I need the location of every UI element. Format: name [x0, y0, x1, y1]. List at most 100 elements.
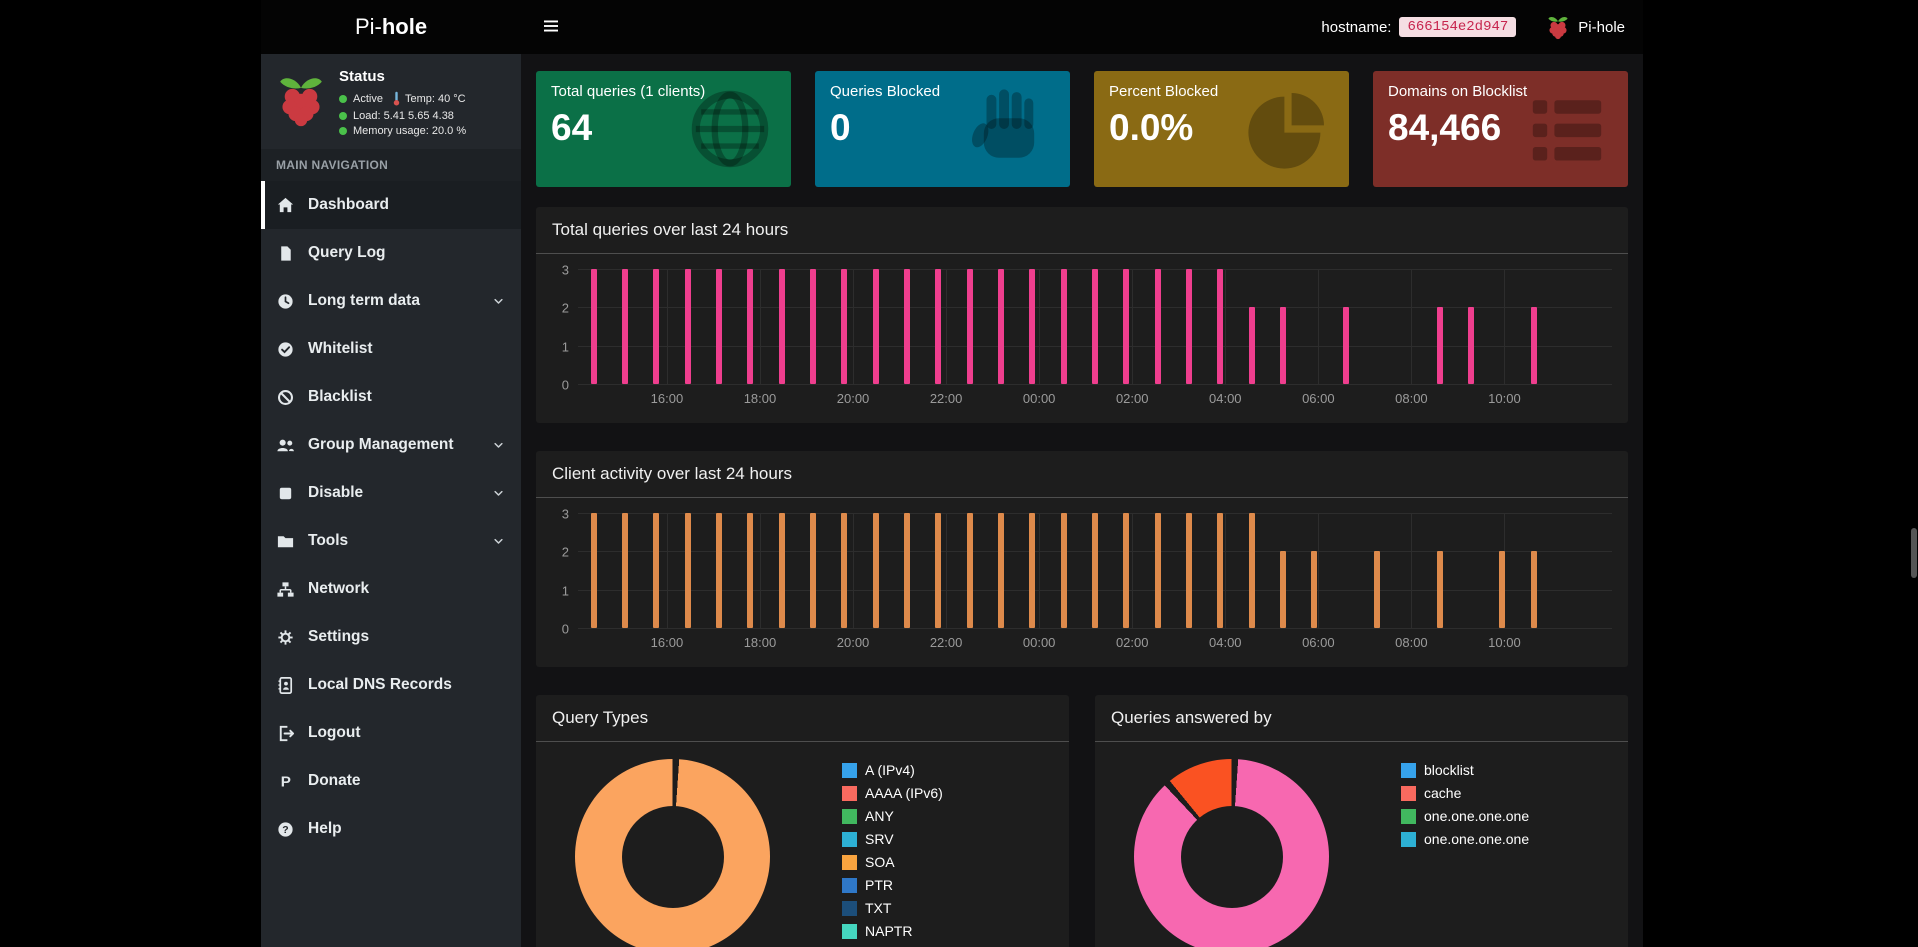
- sidebar-item-settings[interactable]: Settings: [261, 613, 521, 661]
- sidebar-item-query-log[interactable]: Query Log: [261, 229, 521, 277]
- sidebar-item-local-dns-records[interactable]: Local DNS Records: [261, 661, 521, 709]
- card-percent-blocked[interactable]: Percent Blocked 0.0%: [1094, 71, 1349, 187]
- x-tick-label: 06:00: [1302, 635, 1335, 650]
- chart-bar[interactable]: [1186, 269, 1192, 384]
- chart-bar[interactable]: [1092, 513, 1098, 628]
- chart-bar[interactable]: [904, 513, 910, 628]
- gridline: [946, 514, 948, 629]
- chart-bar[interactable]: [1060, 513, 1067, 628]
- sidebar-toggle-button[interactable]: [539, 15, 563, 39]
- legend-item[interactable]: blocklist: [1401, 762, 1529, 778]
- chart-bar[interactable]: [1374, 551, 1380, 628]
- chart-bar[interactable]: [1029, 269, 1036, 384]
- chart-bar[interactable]: [1280, 307, 1286, 384]
- chart-bar[interactable]: [935, 513, 942, 628]
- sidebar-item-label: Query Log: [308, 244, 386, 261]
- sidebar-item-label: Local DNS Records: [308, 676, 452, 693]
- chart-bar[interactable]: [747, 269, 754, 384]
- chart-bar[interactable]: [590, 269, 597, 384]
- chart-bar[interactable]: [1092, 269, 1098, 384]
- legend-item[interactable]: A (IPv4): [842, 762, 943, 778]
- chart-bar[interactable]: [966, 269, 973, 384]
- legend-item[interactable]: PTR: [842, 877, 943, 893]
- chart-bar[interactable]: [1436, 551, 1443, 628]
- chart-bar[interactable]: [684, 269, 691, 384]
- chart-bar[interactable]: [1468, 307, 1474, 384]
- chart-bar[interactable]: [747, 513, 754, 628]
- sidebar-item-help[interactable]: Help: [261, 805, 521, 853]
- chart-bar[interactable]: [622, 269, 628, 384]
- chart-bar[interactable]: [1311, 551, 1318, 628]
- chart-bar[interactable]: [622, 513, 628, 628]
- chart-bar[interactable]: [810, 269, 816, 384]
- chart-bar[interactable]: [966, 513, 973, 628]
- y-tick-label: 3: [561, 506, 569, 522]
- chart-bar[interactable]: [1530, 551, 1537, 628]
- chart-bar[interactable]: [716, 269, 722, 384]
- brand-logo[interactable]: Pi-hole: [261, 0, 521, 54]
- legend-item[interactable]: TXT: [842, 900, 943, 916]
- legend-item[interactable]: AAAA (IPv6): [842, 785, 943, 801]
- legend-swatch: [1401, 785, 1416, 801]
- chart-bar[interactable]: [935, 269, 942, 384]
- legend-item[interactable]: cache: [1401, 785, 1529, 801]
- chart-bar[interactable]: [653, 269, 660, 384]
- chart-bar[interactable]: [904, 269, 910, 384]
- chart-bar[interactable]: [1186, 513, 1192, 628]
- sidebar-item-whitelist[interactable]: Whitelist: [261, 325, 521, 373]
- chart-bar[interactable]: [1217, 513, 1224, 628]
- chart-bar[interactable]: [841, 513, 848, 628]
- chart-bar[interactable]: [872, 269, 879, 384]
- chart-bar[interactable]: [1123, 269, 1130, 384]
- gridline: [759, 270, 761, 385]
- chart-bar[interactable]: [998, 513, 1004, 628]
- sidebar-item-long-term-data[interactable]: Long term data: [261, 277, 521, 325]
- sidebar-item-dashboard[interactable]: Dashboard: [261, 181, 521, 229]
- legend-label: AAAA (IPv6): [865, 785, 943, 801]
- card-domains-blocklist[interactable]: Domains on Blocklist 84,466: [1373, 71, 1628, 187]
- chart-bar[interactable]: [1342, 307, 1349, 384]
- chart-bar[interactable]: [590, 513, 597, 628]
- legend-item[interactable]: ANY: [842, 808, 943, 824]
- chart-bar[interactable]: [653, 513, 660, 628]
- sidebar-item-blacklist[interactable]: Blacklist: [261, 373, 521, 421]
- chart-bar[interactable]: [872, 513, 879, 628]
- card-queries-blocked[interactable]: Queries Blocked 0: [815, 71, 1070, 187]
- status-dot: [339, 94, 347, 103]
- chart-bar[interactable]: [1280, 551, 1286, 628]
- chart-bar[interactable]: [716, 513, 722, 628]
- chart-bar[interactable]: [1217, 269, 1224, 384]
- y-axis: 0 1 2 3: [552, 263, 578, 393]
- chart-bar[interactable]: [1436, 307, 1443, 384]
- sidebar-item-group-management[interactable]: Group Management: [261, 421, 521, 469]
- card-total-queries[interactable]: Total queries (1 clients) 64: [536, 71, 791, 187]
- chart-bar[interactable]: [841, 269, 848, 384]
- chart-bar[interactable]: [1154, 513, 1161, 628]
- chart-bar[interactable]: [778, 513, 785, 628]
- chart-bar[interactable]: [998, 269, 1004, 384]
- legend-item[interactable]: NAPTR: [842, 923, 943, 939]
- sidebar-item-label: Disable: [308, 484, 364, 501]
- chart-bar[interactable]: [1123, 513, 1130, 628]
- chart-bar[interactable]: [810, 513, 816, 628]
- chart-bar[interactable]: [1499, 551, 1506, 628]
- chart-bar[interactable]: [1248, 307, 1255, 384]
- legend-item[interactable]: one.one.one.one: [1401, 808, 1529, 824]
- chart-bar[interactable]: [1154, 269, 1161, 384]
- chart-bar[interactable]: [1248, 513, 1255, 628]
- chart-bar[interactable]: [778, 269, 785, 384]
- scrollbar-thumb[interactable]: [1911, 528, 1917, 578]
- chart-bar[interactable]: [1530, 307, 1537, 384]
- sidebar-item-logout[interactable]: Logout: [261, 709, 521, 757]
- chart-bar[interactable]: [1029, 513, 1036, 628]
- sidebar-item-tools[interactable]: Tools: [261, 517, 521, 565]
- sidebar-item-disable[interactable]: Disable: [261, 469, 521, 517]
- sidebar-item-network[interactable]: Network: [261, 565, 521, 613]
- legend-item[interactable]: SOA: [842, 854, 943, 870]
- sidebar-item-donate[interactable]: Donate: [261, 757, 521, 805]
- legend-item[interactable]: one.one.one.one: [1401, 831, 1529, 847]
- chart-bar[interactable]: [1060, 269, 1067, 384]
- chart-bar[interactable]: [684, 513, 691, 628]
- legend-item[interactable]: SRV: [842, 831, 943, 847]
- address-book-icon: [276, 676, 295, 695]
